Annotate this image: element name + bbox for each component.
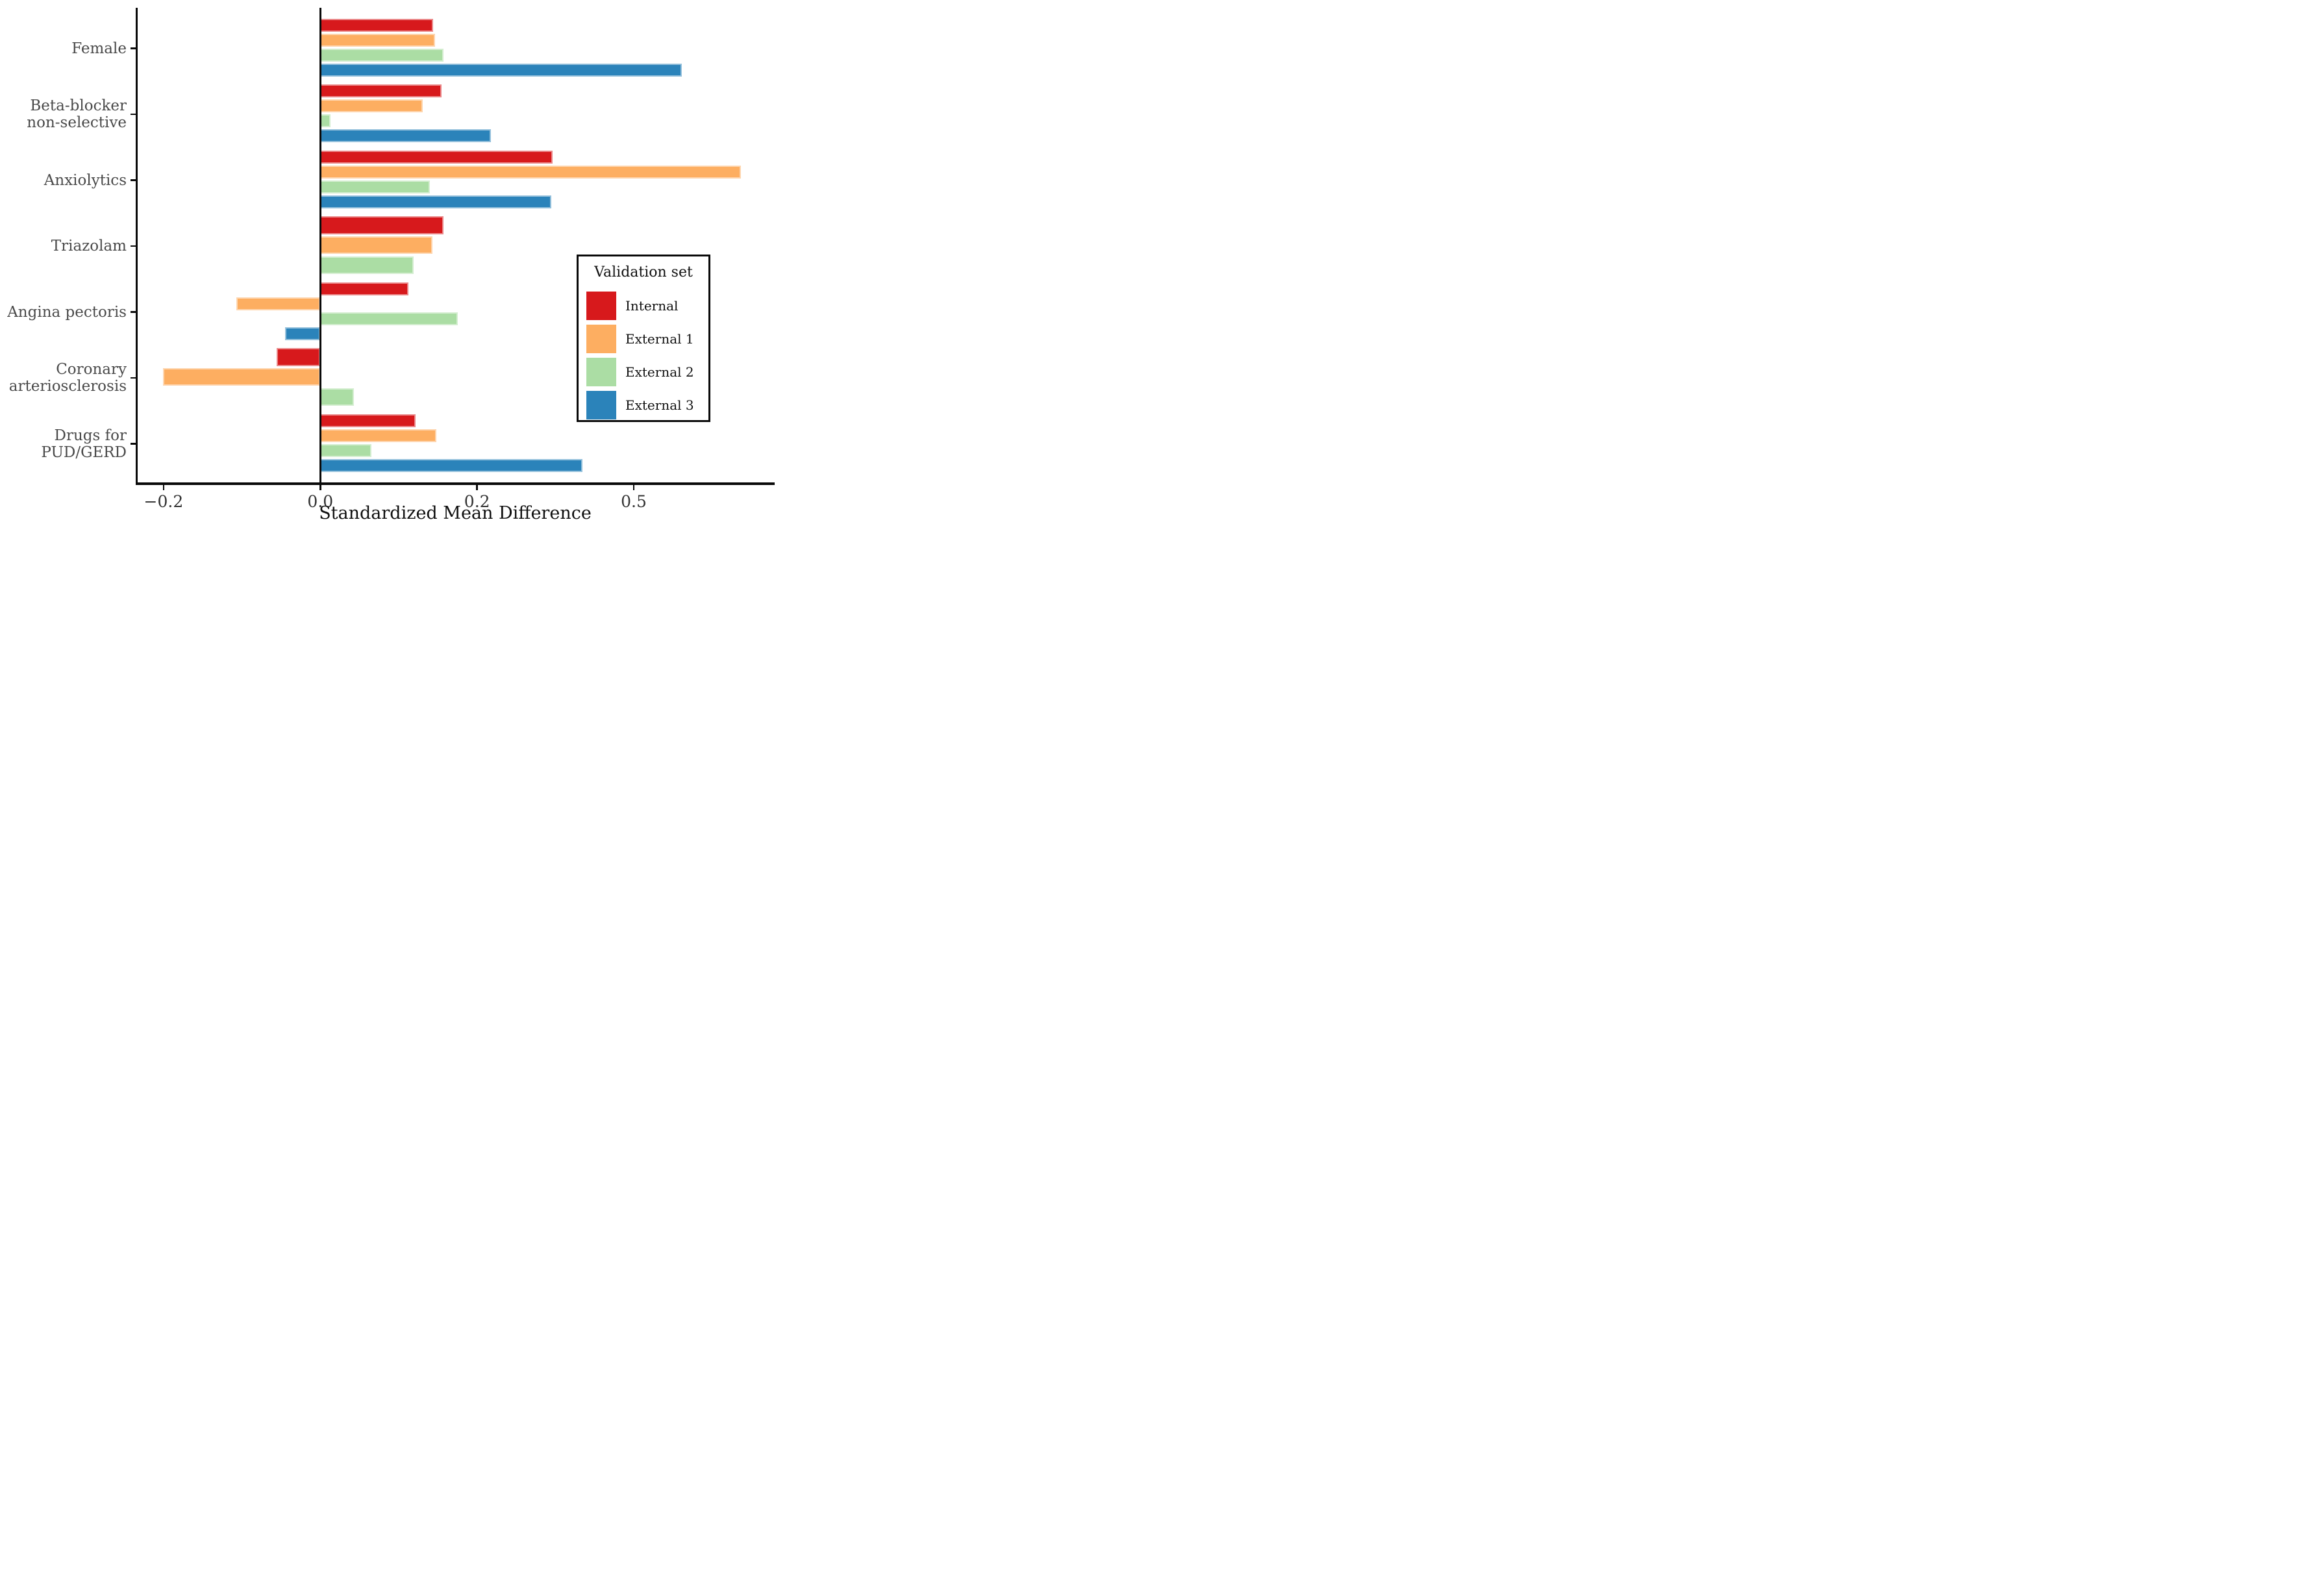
bar-external-3-drugs-for-pud-gerd <box>320 458 582 472</box>
bar-external-3-angina-pectoris <box>284 327 321 340</box>
y-tick-label-triazolam: Triazolam <box>51 238 127 255</box>
bar-external-1-coronary-arteriosclerosis <box>162 367 321 386</box>
legend-swatch-internal <box>586 292 616 320</box>
legend-entry-external-3: External 3 <box>586 391 705 419</box>
bar-external-3-anxiolytics <box>320 195 551 208</box>
bar-external-2-drugs-for-pud-gerd <box>320 443 372 457</box>
y-tick-label-beta-blocker-non-selective: Beta-blocker non-selective <box>27 97 127 132</box>
legend-label: Internal <box>625 298 679 314</box>
y-tick-label-coronary-arteriosclerosis: Coronary arteriosclerosis <box>8 361 127 395</box>
y-tick-mark <box>131 443 136 445</box>
x-axis-title: Standardized Mean Difference <box>319 503 592 523</box>
legend-label: External 3 <box>625 397 694 413</box>
y-tick-mark <box>131 311 136 313</box>
legend-label: External 2 <box>625 364 694 380</box>
x-tick-mark <box>162 484 165 490</box>
y-tick-label-female: Female <box>71 40 127 57</box>
y-tick-label-anxiolytics: Anxiolytics <box>44 171 127 189</box>
x-tick-label: −0.2 <box>144 492 184 511</box>
legend: Validation set Internal External 1 Externa… <box>577 255 710 422</box>
y-tick-mark <box>131 377 136 379</box>
y-tick-mark <box>131 179 136 181</box>
x-tick-label: 0.0 <box>307 492 334 511</box>
x-tick-mark <box>476 484 478 490</box>
bar-external-1-drugs-for-pud-gerd <box>320 429 437 442</box>
y-tick-mark <box>131 113 136 116</box>
legend-title: Validation set <box>594 264 693 280</box>
x-axis-spine <box>136 482 775 485</box>
bar-external-3-female <box>320 63 682 77</box>
bar-internal-coronary-arteriosclerosis <box>276 348 321 366</box>
bar-internal-drugs-for-pud-gerd <box>320 414 416 427</box>
legend-entry-external-2: External 2 <box>586 358 705 386</box>
y-tick-mark <box>131 47 136 49</box>
bar-internal-angina-pectoris <box>320 282 409 295</box>
bar-internal-anxiolytics <box>320 150 553 164</box>
bar-external-3-beta-blocker-non-selective <box>320 129 492 143</box>
legend-swatch-external-2 <box>586 358 616 386</box>
y-tick-label-angina-pectoris: Angina pectoris <box>7 303 127 321</box>
bar-external-2-anxiolytics <box>320 180 430 193</box>
bar-external-2-angina-pectoris <box>320 312 458 325</box>
legend-swatch-external-1 <box>586 325 616 353</box>
bar-external-1-beta-blocker-non-selective <box>320 99 423 113</box>
y-tick-label-drugs-for-pud-gerd: Drugs for PUD/GERD <box>41 427 127 461</box>
bar-external-1-triazolam <box>320 236 433 255</box>
legend-swatch-external-3 <box>586 391 616 419</box>
bar-external-2-female <box>320 48 444 62</box>
x-tick-mark <box>319 484 321 490</box>
x-tick-label: 0.2 <box>464 492 490 511</box>
legend-entry-external-1: External 1 <box>586 325 705 353</box>
bar-external-1-female <box>320 33 435 47</box>
x-tick-mark <box>632 484 635 490</box>
bar-internal-beta-blocker-non-selective <box>320 84 442 98</box>
bar-external-2-coronary-arteriosclerosis <box>320 388 355 406</box>
y-axis-spine <box>136 8 138 484</box>
bar-internal-triazolam <box>320 216 444 234</box>
bar-external-2-beta-blocker-non-selective <box>320 114 331 128</box>
y-tick-mark <box>131 245 136 247</box>
bar-external-2-triazolam <box>320 256 414 274</box>
plot-area: Female Beta-blocker non-selective Anxiolyti… <box>0 0 775 527</box>
bar-external-1-anxiolytics <box>320 165 741 179</box>
legend-entry-internal: Internal <box>586 292 705 320</box>
zero-reference-line <box>319 8 321 484</box>
bar-internal-female <box>320 18 434 32</box>
legend-label: External 1 <box>625 331 694 347</box>
smd-bar-chart-figure: Female Beta-blocker non-selective Anxiolyti… <box>0 0 775 527</box>
bar-external-1-angina-pectoris <box>236 297 321 310</box>
x-tick-label: 0.5 <box>621 492 647 511</box>
